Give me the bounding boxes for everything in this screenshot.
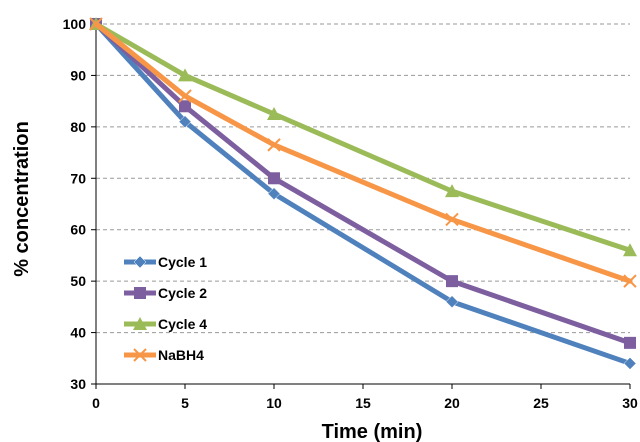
data-point-cycle-1 [178, 115, 192, 129]
legend-label: Cycle 2 [158, 285, 207, 301]
data-point-nabh4 [445, 212, 459, 227]
data-point-cycle-2 [446, 275, 458, 288]
y-tick-label: 90 [70, 67, 86, 83]
y-tick-labels: 30 40 50 60 70 80 90 100 [63, 16, 87, 392]
y-tick-label: 60 [70, 222, 86, 238]
legend-label: Cycle 1 [158, 254, 207, 270]
legend-marker [133, 317, 147, 330]
x-tick-label: 5 [181, 395, 189, 411]
y-axis-title: % concentration [11, 121, 33, 277]
series-lines [89, 17, 637, 370]
legend-label: Cycle 4 [158, 316, 207, 332]
x-tick-label: 10 [266, 395, 282, 411]
series-cycle-4 [89, 17, 637, 257]
data-point-cycle-4 [623, 243, 637, 257]
x-tick-label: 30 [622, 395, 638, 411]
x-tick-label: 0 [92, 395, 100, 411]
y-tick-label: 100 [63, 16, 87, 32]
data-point-cycle-4 [267, 107, 281, 120]
x-tick-labels: 0 5 10 15 20 25 30 [92, 395, 638, 411]
legend-marker [133, 255, 147, 269]
legend: Cycle 1 Cycle 2 Cycle 4 NaBH4 [124, 254, 207, 363]
series-nabh4 [89, 17, 637, 288]
legend-item-cycle-2: Cycle 2 [124, 285, 207, 301]
legend-item-cycle-1: Cycle 1 [124, 254, 207, 270]
y-tick-label: 50 [70, 273, 86, 289]
data-point-cycle-2 [179, 100, 191, 113]
x-tick-label: 15 [355, 395, 371, 411]
legend-marker [133, 348, 147, 362]
y-tick-label: 80 [70, 119, 86, 135]
data-point-nabh4 [267, 138, 281, 152]
x-axis-title: Time (min) [322, 421, 423, 442]
data-point-nabh4 [178, 89, 192, 103]
data-point-nabh4 [89, 17, 103, 31]
data-point-cycle-2 [624, 336, 636, 349]
legend-item-cycle-4: Cycle 4 [124, 316, 207, 332]
legend-marker [134, 287, 146, 299]
data-point-cycle-4 [445, 184, 459, 198]
x-tick-label: 20 [444, 395, 460, 411]
x-tick-label: 25 [533, 395, 549, 411]
series-line-cycle-4 [93, 21, 633, 253]
data-point-cycle-1 [623, 357, 637, 370]
legend-item-nabh4: NaBH4 [124, 347, 204, 363]
data-point-cycle-1 [445, 295, 459, 309]
gridlines [96, 23, 630, 334]
data-point-cycle-2 [268, 172, 280, 185]
y-tick-label: 30 [70, 376, 86, 392]
y-tick-label: 40 [70, 325, 86, 341]
y-tick-label: 70 [70, 170, 86, 186]
data-point-cycle-4 [178, 68, 192, 82]
data-point-cycle-1 [267, 187, 281, 201]
legend-label: NaBH4 [158, 347, 204, 363]
data-point-nabh4 [623, 274, 637, 288]
